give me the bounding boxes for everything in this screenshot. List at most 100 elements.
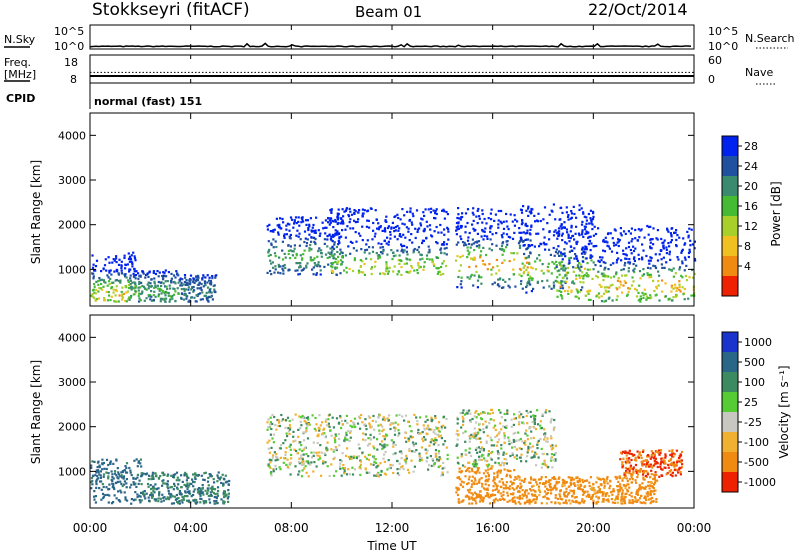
velocity-echo-cell (152, 476, 155, 479)
velocity-echo-cell (269, 416, 272, 419)
velocity-echo-cell (312, 441, 315, 444)
velocity-echo-cell (515, 454, 518, 457)
velocity-echo-cell (680, 466, 684, 469)
velocity-echo-cell (357, 455, 361, 458)
velocity-echo-cell (457, 498, 460, 501)
velocity-echo-cell (468, 502, 471, 505)
velocity-echo-cell (150, 478, 153, 481)
power-echo-cell (149, 285, 153, 288)
power-echo-cell (109, 299, 112, 302)
power-echo-cell (192, 279, 195, 282)
velocity-echo-cell (635, 468, 638, 471)
power-echo-cell (563, 290, 566, 293)
velocity-echo-cell (475, 472, 478, 475)
power-echo-cell (141, 270, 144, 273)
velocity-echo-cell (182, 498, 185, 501)
power-echo-cell (105, 269, 108, 272)
power-echo-cell (432, 209, 435, 212)
velocity-echo-cell (475, 410, 478, 413)
power-echo-cell (305, 223, 308, 226)
velocity-echo-cell (411, 436, 414, 439)
velocity-echo-cell (508, 485, 512, 488)
power-echo-cell (588, 289, 591, 292)
power-echo-cell (558, 250, 561, 253)
velocity-echo-cell (506, 412, 509, 415)
velocity-echo-cell (148, 499, 151, 502)
velocity-echo-cell (641, 482, 644, 485)
power-echo-cell (536, 220, 540, 223)
beam-label: Beam 01 (355, 3, 422, 21)
power-echo-cell (528, 262, 531, 265)
velocity-echo-cell (541, 462, 544, 465)
power-echo-cell (458, 269, 461, 272)
colorbar-tick-label: -25 (744, 416, 762, 429)
velocity-echo-cell (616, 485, 619, 488)
velocity-echo-cell (474, 448, 478, 451)
velocity-echo-cell (671, 475, 674, 478)
velocity-echo-cell (202, 493, 205, 496)
power-echo-cell (324, 232, 327, 235)
velocity-echo-cell (175, 471, 179, 474)
velocity-echo-cell (668, 470, 671, 473)
power-echo-cell (288, 229, 291, 232)
power-echo-cell (506, 240, 509, 243)
power-echo-cell (590, 219, 593, 222)
velocity-echo-cell (473, 415, 476, 418)
power-echo-cell (638, 236, 641, 239)
velocity-echo-cell (437, 465, 440, 468)
velocity-echo-cell (518, 416, 521, 419)
velocity-echo-cell (341, 467, 344, 470)
velocity-echo-cell (574, 484, 577, 487)
velocity-echo-cell (339, 459, 342, 462)
power-echo-cell (480, 235, 483, 238)
velocity-echo-cell (317, 458, 320, 461)
velocity-echo-cell (330, 463, 333, 466)
time-tick-label: 00:00 (73, 521, 108, 535)
velocity-echo-cell (377, 424, 380, 427)
velocity-echo-cell (634, 456, 637, 459)
range-tick-label: 3000 (58, 376, 86, 389)
velocity-echo-cell (157, 476, 160, 480)
power-echo-cell (500, 234, 503, 237)
velocity-echo-cell (434, 449, 438, 452)
velocity-echo-cell (489, 408, 493, 411)
velocity-echo-cell (387, 459, 390, 462)
velocity-echo-cell (172, 475, 175, 478)
velocity-echo-cell (672, 455, 675, 458)
colorbar-swatch (722, 412, 738, 432)
velocity-echo-cell (420, 446, 423, 449)
power-echo-cell (546, 269, 549, 272)
power-echo-cell (183, 281, 186, 284)
velocity-echo-cell (632, 470, 635, 473)
velocity-echo-cell (678, 468, 681, 471)
velocity-echo-cell (96, 475, 99, 478)
velocity-echo-cell (186, 482, 189, 485)
power-echo-cell (467, 253, 470, 256)
velocity-echo-cell (276, 456, 279, 459)
velocity-echo-cell (192, 485, 195, 488)
power-echo-cell (108, 269, 111, 272)
velocity-echo-cell (469, 454, 473, 458)
power-echo-cell (375, 218, 378, 221)
velocity-echo-cell (358, 417, 362, 420)
velocity-echo-cell (564, 499, 568, 502)
power-echo-cell (575, 225, 578, 228)
velocity-echo-cell (626, 460, 629, 463)
power-echo-cell (602, 272, 605, 275)
power-echo-cell (196, 287, 199, 290)
cpid-label: CPID (6, 92, 35, 105)
power-echo-cell (138, 280, 141, 283)
power-echo-cell (315, 273, 318, 276)
power-echo-cell (507, 228, 510, 231)
velocity-echo-cell (210, 488, 214, 491)
velocity-echo-cell (305, 471, 308, 474)
power-echo-cell (398, 254, 401, 257)
velocity-echo-cell (497, 489, 500, 492)
power-echo-cell (581, 271, 584, 274)
velocity-echo-cell (514, 502, 517, 505)
velocity-echo-cell (278, 424, 282, 428)
velocity-echo-cell (602, 498, 605, 501)
time-tick-label: 16:00 (475, 521, 510, 535)
power-echo-cell (608, 286, 611, 289)
noise-right-tick-bottom: 10^0 (708, 40, 738, 53)
